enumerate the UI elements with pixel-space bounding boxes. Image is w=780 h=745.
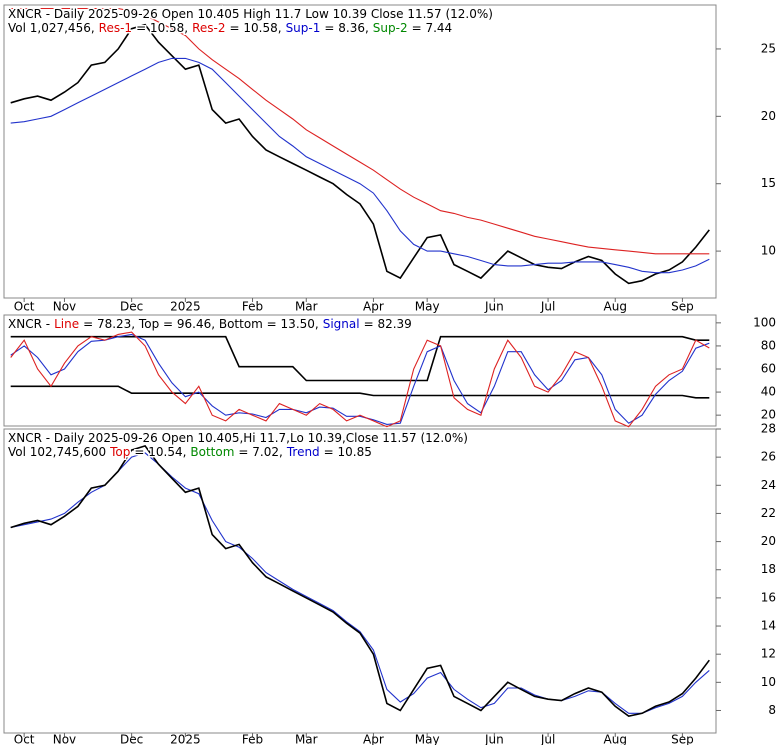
series-line xyxy=(10,452,710,714)
x-tick-label: Jul xyxy=(540,300,555,314)
y-tick-label: 24 xyxy=(761,478,776,492)
y-tick-label: 100 xyxy=(753,315,776,329)
y-tick-label: 20 xyxy=(761,109,776,123)
x-tick-label: Sep xyxy=(671,300,694,314)
y-tick-label: 8 xyxy=(768,703,776,717)
header-part: Trend xyxy=(286,445,320,459)
header-part: = 10.54, xyxy=(134,445,186,459)
header-part: XNCR - Daily 2025-09-26 Open 10.405,Hi 1… xyxy=(8,431,468,445)
y-tick-label: 10 xyxy=(761,675,776,689)
y-tick-label: 60 xyxy=(761,362,776,376)
x-tick-label: Aug xyxy=(604,300,627,314)
series-line xyxy=(10,333,710,425)
x-tick-label: Nov xyxy=(53,300,76,314)
header-part: Vol 102,745,600 xyxy=(8,445,106,459)
y-tick-label: 26 xyxy=(761,450,776,464)
header-part: = 82.39 xyxy=(364,317,412,331)
header-line: XNCR - Daily 2025-09-26 Open 10.405 High… xyxy=(8,7,493,21)
y-tick-label: 40 xyxy=(761,385,776,399)
header-part: = 10.85 xyxy=(324,445,372,459)
header-part: XNCR - xyxy=(8,317,50,331)
header-part: Signal xyxy=(323,317,360,331)
header-part: Res-2 xyxy=(192,21,225,35)
header-part: = 78.23, Top = 96.46, Bottom = 13.50, xyxy=(83,317,319,331)
header-part: Res-1 xyxy=(99,21,132,35)
y-tick-label: 14 xyxy=(761,619,776,633)
x-tick-label: Dec xyxy=(120,300,143,314)
header-part: = 10.58, xyxy=(230,21,282,35)
header-part: Bottom xyxy=(190,445,234,459)
series-line xyxy=(10,23,710,285)
series-line xyxy=(10,385,710,399)
series-line xyxy=(10,444,710,717)
y-tick-label: 80 xyxy=(761,338,776,352)
header-line: XNCR - Daily 2025-09-26 Open 10.405,Hi 1… xyxy=(8,431,468,445)
y-tick-label: 10 xyxy=(761,244,776,258)
panel-frame xyxy=(3,428,717,734)
header-part: = 7.02, xyxy=(238,445,282,459)
series-line xyxy=(10,57,710,274)
y-tick-label: 18 xyxy=(761,562,776,576)
header-part: = 8.36, xyxy=(324,21,368,35)
y-tick-label: 25 xyxy=(761,41,776,55)
x-tick-label: Feb xyxy=(242,733,263,745)
series-line xyxy=(10,331,710,428)
x-tick-label: Nov xyxy=(53,733,76,745)
panel-frame xyxy=(3,4,717,299)
header-line: Vol 1,027,456, Res-1 = 10.58, Res-2 = 10.58,… xyxy=(8,21,452,35)
x-tick-label: Apr xyxy=(363,733,384,745)
x-tick-label: Mar xyxy=(295,733,318,745)
header-part: Vol 1,027,456, xyxy=(8,21,95,35)
x-tick-label: May xyxy=(415,733,440,745)
header-part: = 7.44 xyxy=(412,21,453,35)
x-tick-label: 2025 xyxy=(170,300,201,314)
header-part: Line xyxy=(54,317,79,331)
series-line xyxy=(10,7,710,255)
y-tick-label: 20 xyxy=(761,534,776,548)
y-tick-label: 12 xyxy=(761,647,776,661)
x-tick-label: Feb xyxy=(242,300,263,314)
x-tick-label: Jun xyxy=(484,733,504,745)
y-tick-label: 22 xyxy=(761,506,776,520)
x-tick-label: Jul xyxy=(540,733,555,745)
y-tick-label: 15 xyxy=(761,176,776,190)
header-part: Sup-1 xyxy=(286,21,321,35)
y-tick-label: 16 xyxy=(761,590,776,604)
series-line xyxy=(10,335,710,382)
x-tick-label: Oct xyxy=(14,733,35,745)
x-tick-label: Jun xyxy=(484,300,504,314)
y-tick-label: 20 xyxy=(761,408,776,422)
x-tick-label: Dec xyxy=(120,733,143,745)
header-part: Top xyxy=(109,445,130,459)
header-line: Vol 102,745,600 Top = 10.54, Bottom = 7.02, T… xyxy=(8,445,372,459)
x-tick-label: Apr xyxy=(363,300,384,314)
header-part: = 10.58, xyxy=(136,21,188,35)
x-tick-label: Sep xyxy=(671,733,694,745)
x-tick-label: Oct xyxy=(14,300,35,314)
x-tick-label: Aug xyxy=(604,733,627,745)
x-tick-label: May xyxy=(415,300,440,314)
header-part: XNCR - Daily 2025-09-26 Open 10.405 High… xyxy=(8,7,493,21)
y-tick-label: 28 xyxy=(761,422,776,436)
panel-frame xyxy=(3,314,717,427)
x-tick-label: 2025 xyxy=(170,733,201,745)
header-line: XNCR - Line = 78.23, Top = 96.46, Bottom =… xyxy=(8,317,412,331)
x-tick-label: Mar xyxy=(295,300,318,314)
header-part: Sup-2 xyxy=(373,21,408,35)
